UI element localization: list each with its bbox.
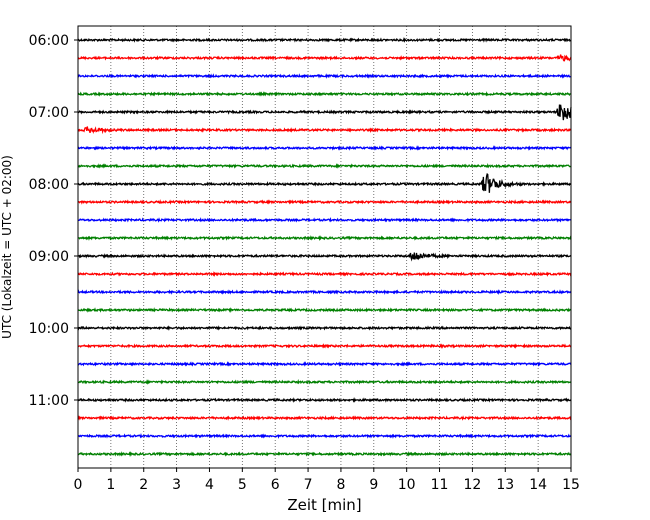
trace-line-21 (77, 415, 572, 421)
trace-line-8 (77, 173, 572, 193)
trace-line-19 (77, 379, 572, 385)
trace-line-2 (77, 73, 572, 79)
trace-line-9 (77, 199, 572, 205)
x-tick-label-5: 5 (238, 477, 247, 493)
y-tick-label-11:00: 11:00 (29, 393, 69, 409)
x-tick-label-6: 6 (271, 477, 280, 493)
trace-line-20 (77, 397, 572, 403)
trace-line-3 (77, 91, 572, 97)
y-axis-label: UTC (Lokalzeit = UTC + 02:00) (0, 155, 14, 339)
x-tick-label-4: 4 (205, 477, 214, 493)
trace-lines (77, 37, 572, 458)
trace-line-10 (77, 216, 572, 223)
x-tick-label-14: 14 (529, 477, 547, 493)
trace-line-22 (77, 432, 572, 439)
x-axis-label: Zeit [min] (287, 496, 361, 514)
trace-line-4 (77, 104, 572, 121)
x-tick-label-11: 11 (431, 477, 449, 493)
x-tick-label-12: 12 (463, 477, 481, 493)
x-tick-label-0: 0 (74, 477, 83, 493)
trace-line-17 (77, 343, 572, 349)
x-tick-label-13: 13 (496, 477, 514, 493)
x-tick-label-8: 8 (336, 477, 345, 493)
trace-line-1 (77, 54, 572, 62)
x-tick-label-2: 2 (139, 477, 148, 493)
y-tick-label-07:00: 07:00 (29, 105, 69, 121)
trace-line-0 (77, 37, 572, 43)
x-tick-label-7: 7 (304, 477, 313, 493)
y-tick-label-08:00: 08:00 (29, 177, 69, 193)
x-tick-label-1: 1 (106, 477, 115, 493)
trace-line-18 (77, 361, 572, 367)
x-tick-label-9: 9 (369, 477, 378, 493)
trace-line-15 (77, 307, 572, 313)
x-tick-label-3: 3 (172, 477, 181, 493)
y-tick-label-09:00: 09:00 (29, 249, 69, 265)
trace-line-7 (77, 163, 572, 169)
x-tick-label-10: 10 (398, 477, 416, 493)
trace-line-12 (77, 252, 572, 262)
x-axis: 0 1 2 3 4 5 6 7 8 9 10 11 12 13 14 15 (74, 468, 580, 493)
trace-line-23 (77, 451, 572, 458)
y-axis: 06:00 07:00 08:00 09:00 10:00 11:00 (29, 33, 78, 409)
trace-line-14 (77, 289, 572, 296)
grid-lines (110, 26, 539, 468)
trace-line-6 (77, 145, 572, 151)
trace-line-13 (77, 271, 572, 278)
y-tick-label-06:00: 06:00 (29, 33, 69, 49)
trace-line-5 (77, 126, 572, 135)
trace-line-11 (77, 235, 572, 242)
plot-frame (77, 25, 572, 469)
y-tick-label-10:00: 10:00 (29, 321, 69, 337)
trace-line-16 (77, 325, 572, 331)
x-tick-label-15: 15 (562, 477, 580, 493)
